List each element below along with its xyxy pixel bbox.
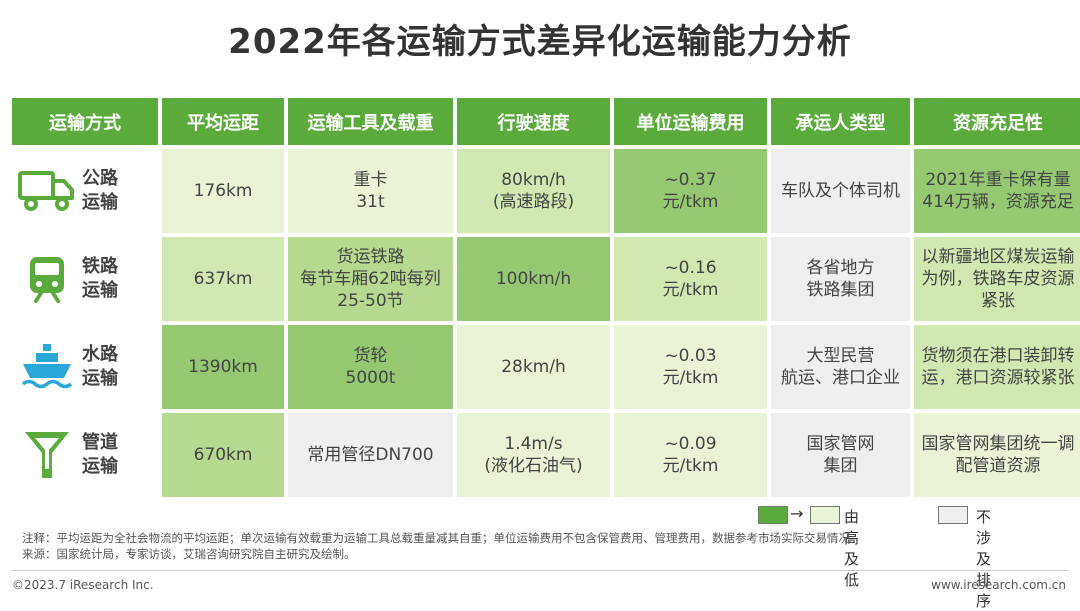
cell-resource: 货物须在港口装卸转 运，港口资源较紧张 (914, 325, 1080, 409)
cell-cost: ~0.03 元/tkm (614, 325, 767, 409)
cell-vehicle: 货运铁路 每节车厢62吨每列 25-50节 (288, 237, 453, 321)
mode-road: 公路 运输 (12, 149, 158, 233)
cell-speed: 80km/h (高速路段) (457, 149, 610, 233)
truck-icon (12, 169, 82, 213)
header-speed: 行驶速度 (457, 98, 610, 145)
cell-vehicle: 货轮 5000t (288, 325, 453, 409)
mode-pipeline: 管道 运输 (12, 413, 158, 497)
mode-label: 管道 运输 (82, 432, 118, 477)
mode-rail: 铁路 运输 (12, 237, 158, 321)
legend-low-swatch (810, 506, 840, 524)
ship-icon (12, 342, 82, 392)
comparison-table: 运输方式 平均运距 运输工具及载重 行驶速度 单位运输费用 承运人类型 资源充足… (12, 98, 1080, 497)
cell-carrier: 大型民营 航运、港口企业 (771, 325, 910, 409)
cell-carrier: 各省地方 铁路集团 (771, 237, 910, 321)
cell-cost: ~0.37 元/tkm (614, 149, 767, 233)
cell-resource: 以新疆地区煤炭运输 为例，铁路车皮资源 紧张 (914, 237, 1080, 321)
cell-distance: 176km (162, 149, 284, 233)
website-link[interactable]: www.iresearch.com.cn (931, 578, 1066, 592)
cell-resource: 国家管网集团统一调 配管道资源 (914, 413, 1080, 497)
cell-resource: 2021年重卡保有量 414万辆，资源充足 (914, 149, 1080, 233)
train-icon (12, 254, 82, 304)
legend-high-low-label: 由高及低 (844, 508, 860, 589)
mode-label: 水路 运输 (82, 344, 118, 389)
cell-distance: 637km (162, 237, 284, 321)
cell-carrier: 国家管网 集团 (771, 413, 910, 497)
header-vehicle: 运输工具及载重 (288, 98, 453, 145)
cell-vehicle: 常用管径DN700 (288, 413, 453, 497)
cell-distance: 1390km (162, 325, 284, 409)
pipeline-icon (12, 429, 82, 481)
cell-speed: 1.4m/s (液化石油气) (457, 413, 610, 497)
source-text: 来源：国家统计局，专家访谈，艾瑞咨询研究院自主研究及绘制。 (22, 547, 356, 561)
header-distance: 平均运距 (162, 98, 284, 145)
note-text: 注释：平均运距为全社会物流的平均运距；单次运输有效载重为运输工具总载重量减其自重… (22, 531, 862, 545)
page-title: 2022年各运输方式差异化运输能力分析 (228, 22, 852, 62)
header-cost: 单位运输费用 (614, 98, 767, 145)
legend-no-rank-swatch (938, 506, 968, 524)
cell-cost: ~0.09 元/tkm (614, 413, 767, 497)
notes: 注释：平均运距为全社会物流的平均运距；单次运输有效载重为运输工具总载重量减其自重… (22, 530, 862, 562)
cell-cost: ~0.16 元/tkm (614, 237, 767, 321)
mode-label: 公路 运输 (82, 168, 118, 213)
header-carrier: 承运人类型 (771, 98, 910, 145)
copyright: ©2023.7 iResearch Inc. (12, 578, 154, 592)
footer-divider (12, 570, 1068, 571)
cell-distance: 670km (162, 413, 284, 497)
legend-arrow: → (790, 504, 804, 523)
cell-speed: 28km/h (457, 325, 610, 409)
cell-carrier: 车队及个体司机 (771, 149, 910, 233)
header-resource: 资源充足性 (914, 98, 1080, 145)
legend-high-swatch (758, 506, 788, 524)
mode-label: 铁路 运输 (82, 256, 118, 301)
cell-vehicle: 重卡 31t (288, 149, 453, 233)
mode-water: 水路 运输 (12, 325, 158, 409)
legend-no-rank-label: 不涉及排序 (976, 508, 992, 610)
cell-speed: 100km/h (457, 237, 610, 321)
header-mode: 运输方式 (12, 98, 158, 145)
